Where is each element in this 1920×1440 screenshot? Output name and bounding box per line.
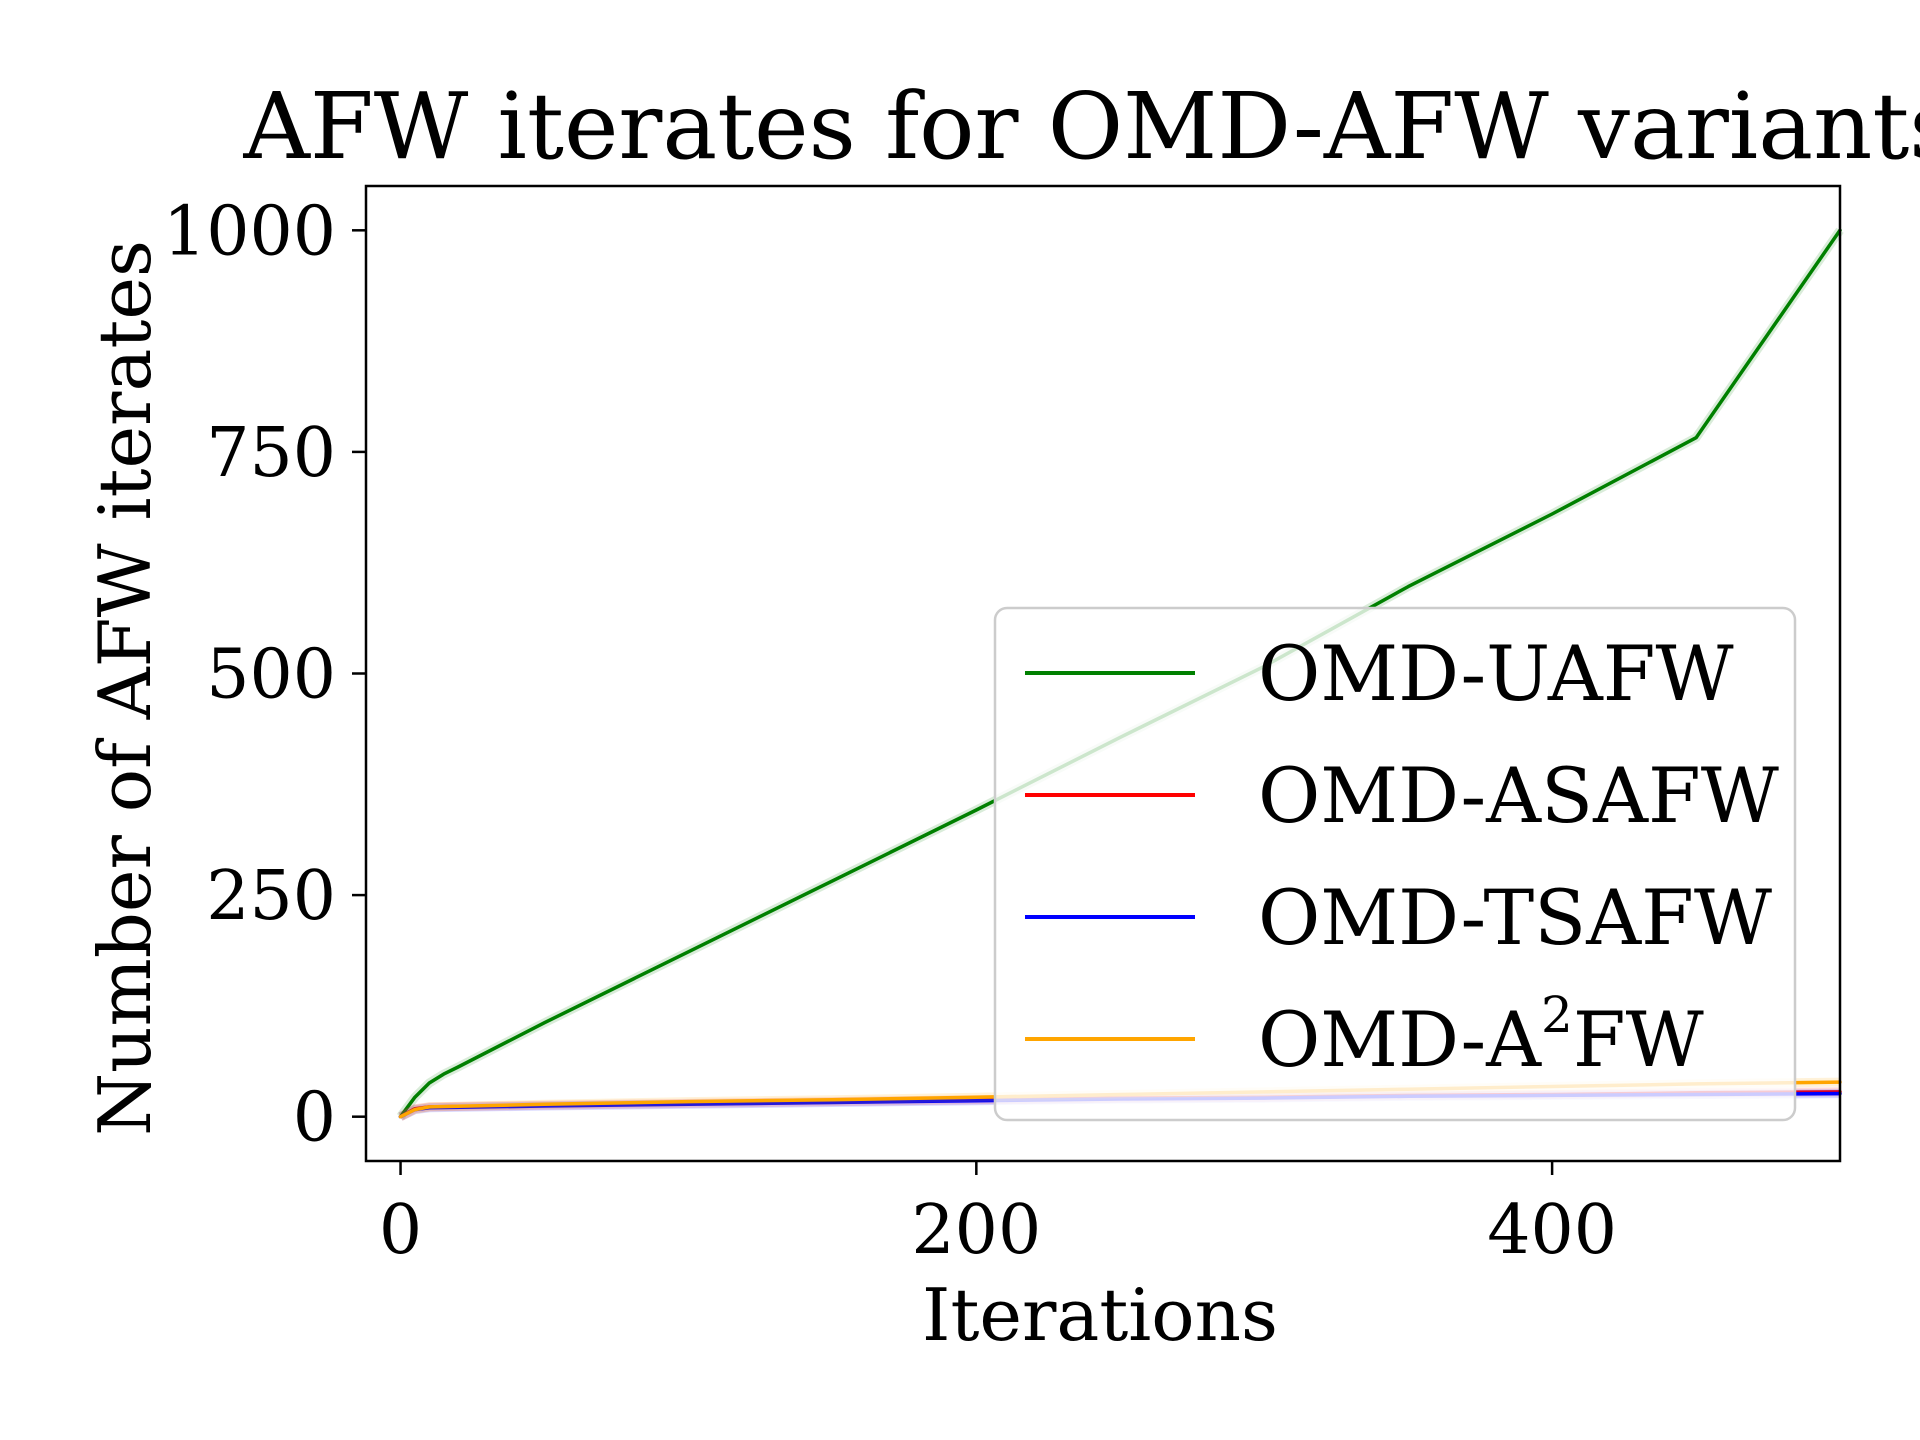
y-axis-label: Number of AFW iterates	[83, 240, 167, 1136]
y-tick-label: 500	[206, 636, 336, 715]
plot-frame	[364, 184, 1842, 1163]
legend-label: OMD-ASAFW	[1258, 751, 1779, 840]
plot-area	[396, 227, 1844, 1121]
y-tick-label: 0	[293, 1079, 336, 1158]
legend-label: OMD-A2FW	[1258, 986, 1704, 1084]
legend: OMD-UAFW OMD-ASAFW OMD-TSAFW OMD-A2FW	[993, 606, 1797, 1122]
legend-box	[993, 606, 1797, 1122]
y-tick-label: 750	[206, 414, 336, 493]
y-tick-label: 1000	[163, 192, 336, 271]
x-tick-label: 0	[379, 1191, 422, 1270]
legend-label: OMD-UAFW	[1258, 629, 1734, 718]
series-line-0	[398, 228, 1842, 1119]
chart-title: AFW iterates for OMD-AFW variants	[242, 73, 1920, 180]
x-tick-label: 400	[1487, 1191, 1617, 1270]
legend-label: OMD-TSAFW	[1258, 873, 1772, 962]
x-tick-label: 200	[911, 1191, 1041, 1270]
y-tick-label: 250	[206, 857, 336, 936]
x-axis-label: Iterations	[922, 1273, 1278, 1357]
axis-ticks: 0 200 400 0 250 500 750 1000	[163, 192, 1617, 1270]
